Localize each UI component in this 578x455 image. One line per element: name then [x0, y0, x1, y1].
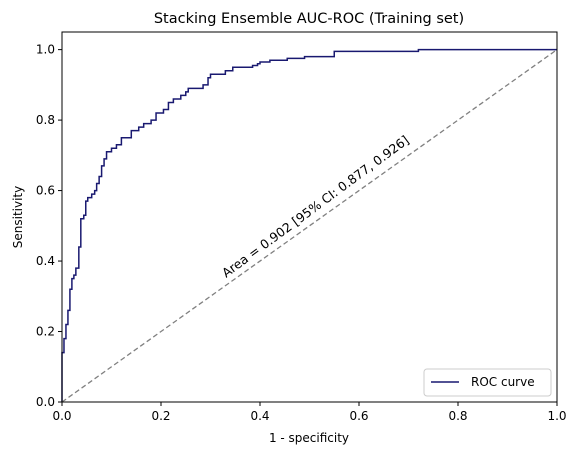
- plot-area: [61, 48, 558, 403]
- axes-frame: [61, 31, 558, 403]
- chance-diagonal-line: [61, 49, 558, 403]
- y-tick-label: 1.0: [36, 43, 55, 57]
- x-tick-label: 0.6: [349, 409, 368, 423]
- x-tick-label: 0.0: [52, 409, 71, 423]
- x-axis-label: 1 - specificity: [269, 431, 349, 445]
- y-axis-label: Sensitivity: [11, 186, 25, 248]
- legend-label-roc: ROC curve: [471, 375, 535, 389]
- y-tick-label: 0.2: [36, 325, 55, 339]
- y-tick-label: 0.6: [36, 184, 55, 198]
- x-tick-label: 1.0: [547, 409, 566, 423]
- y-tick-label: 0.0: [36, 395, 55, 409]
- y-tick-label: 0.4: [36, 254, 55, 268]
- x-tick-label: 0.8: [448, 409, 467, 423]
- legend: ROC curve: [423, 368, 552, 397]
- x-tick-label: 0.2: [151, 409, 170, 423]
- y-tick-label: 0.8: [36, 113, 55, 127]
- axis-ticks: 0.0 0.2 0.4 0.6 0.8 1.0 0.0 0.2 0.4 0.6 0.8 1.0: [36, 43, 567, 423]
- roc-curve-line: [61, 48, 557, 402]
- x-tick-label: 0.4: [250, 409, 269, 423]
- chart-title: Stacking Ensemble AUC-ROC (Training set): [154, 11, 464, 27]
- legend-box: [423, 368, 552, 397]
